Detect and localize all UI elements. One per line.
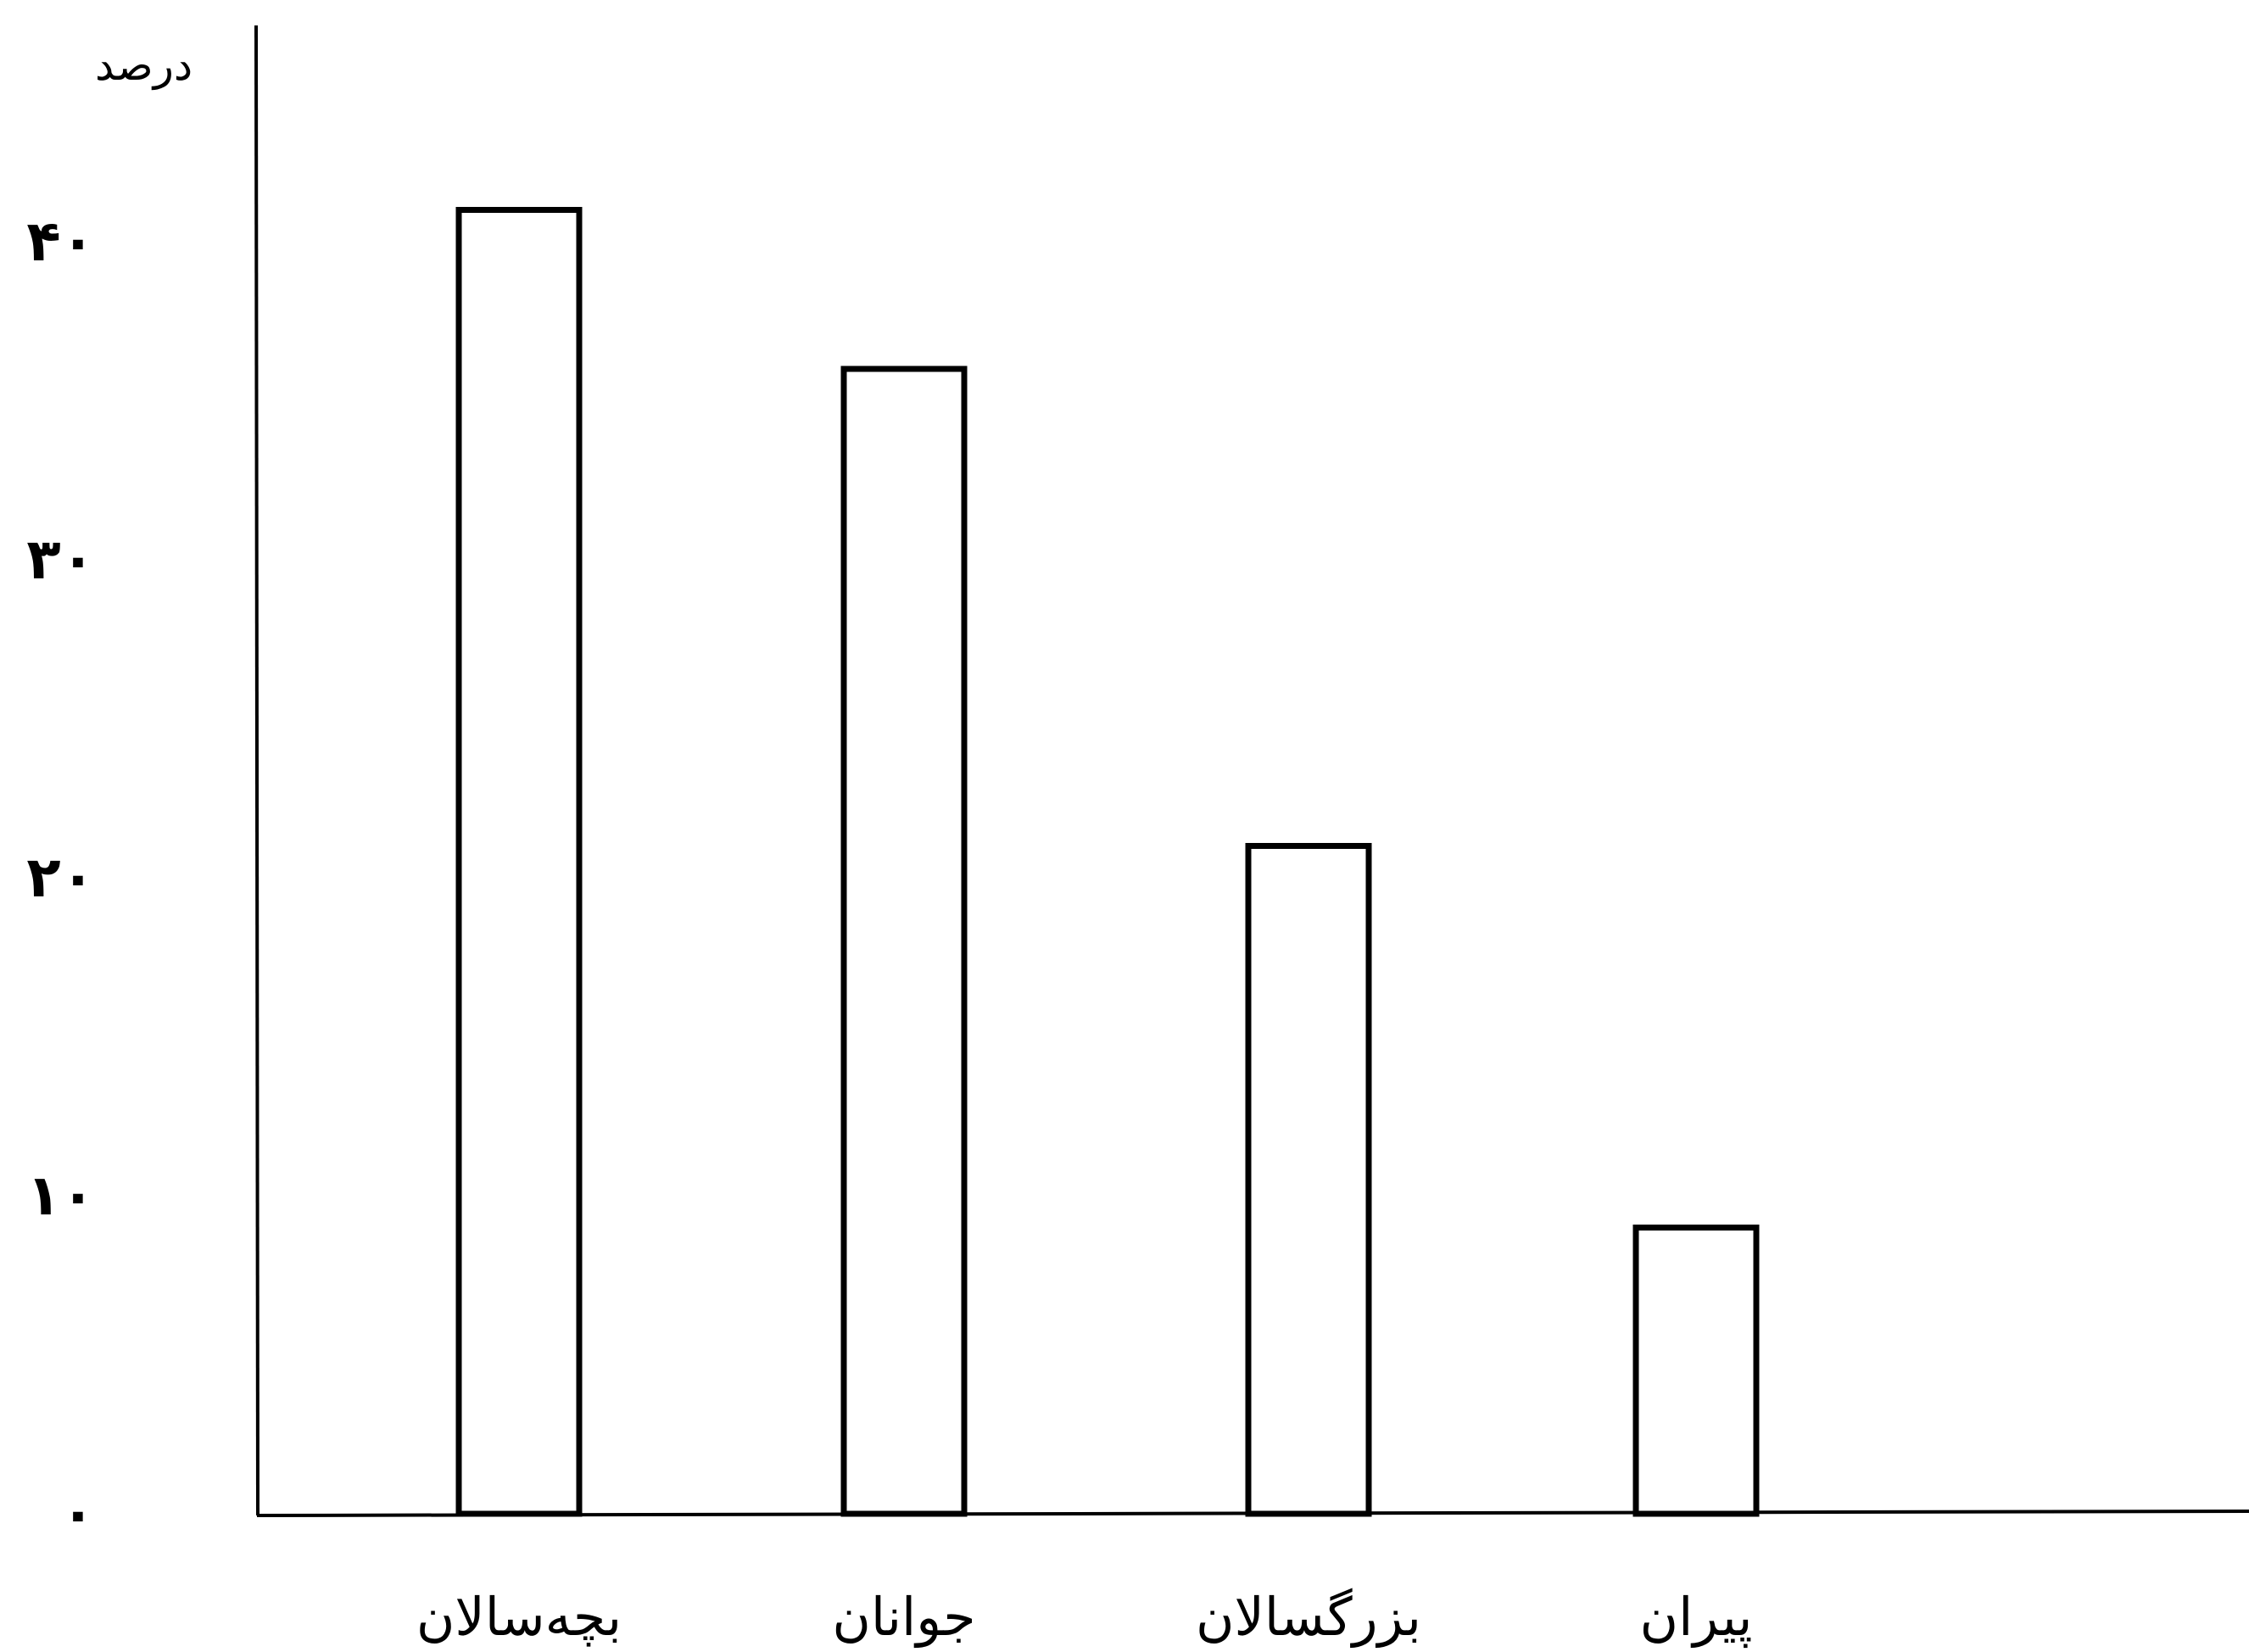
y-axis-title: درصد [95,41,193,91]
y-tick-label: ۰ [61,1481,95,1546]
bar [840,366,968,1517]
y-tick-labels: ۰ ۱۰ ۲۰ ۳۰ ۴۰ [26,209,95,1546]
bar [1245,843,1372,1517]
y-tick-label: ۲۰ [26,845,95,910]
category-label: جوانان [832,1586,975,1649]
category-label: پیران [1640,1586,1753,1649]
bars [455,207,1760,1517]
category-label: بزرگسالان [1196,1586,1421,1649]
y-tick-label: ۳۰ [26,527,95,592]
y-axis: درصد ۰ ۱۰ ۲۰ ۳۰ ۴۰ [26,25,260,1546]
y-tick-label: ۱۰ [26,1163,95,1228]
category-labels: بچه‌سالان جوانان بزرگسالان پیران [416,1586,1753,1649]
category-label: بچه‌سالان [416,1586,622,1648]
bar [1632,1225,1760,1517]
bar [455,207,583,1517]
y-tick-label: ۴۰ [26,209,95,274]
y-axis-line [254,25,260,1516]
